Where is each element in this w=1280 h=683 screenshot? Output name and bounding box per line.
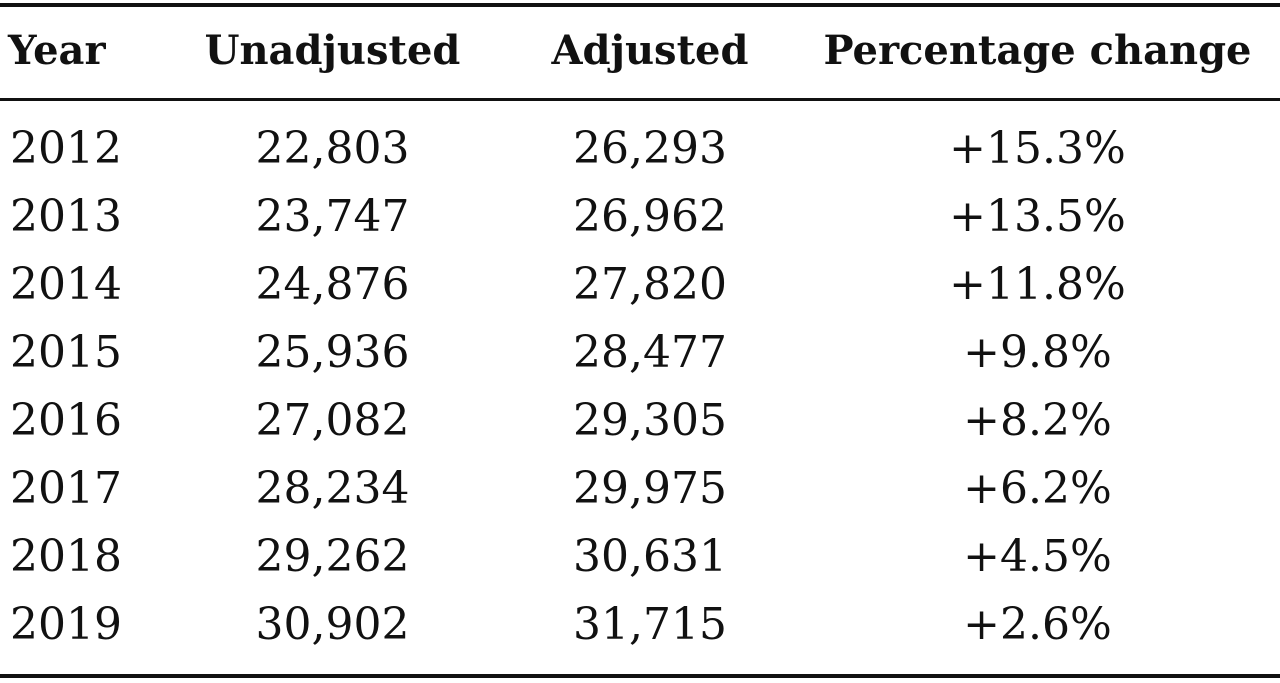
top-rule (0, 3, 1280, 7)
cell-adjusted: 31,715 (573, 598, 727, 650)
cell-adjusted: 27,820 (573, 258, 727, 310)
cell-percentage-change: +9.8% (963, 326, 1112, 378)
cell-percentage-change: +4.5% (963, 530, 1112, 582)
header-unadjusted: Unadjusted (204, 26, 461, 74)
data-table: Year Unadjusted Adjusted Percentage chan… (0, 0, 1280, 658)
table-row: 2019 30,902 31,715 +2.6% (0, 590, 1280, 658)
cell-year: 2012 (10, 122, 122, 174)
cell-unadjusted: 22,803 (255, 122, 410, 174)
cell-adjusted: 26,962 (573, 190, 727, 242)
cell-adjusted: 29,305 (573, 394, 727, 446)
cell-adjusted: 30,631 (573, 530, 727, 582)
cell-year: 2015 (10, 326, 122, 378)
header-percentage-change: Percentage change (823, 26, 1252, 74)
cell-adjusted: 28,477 (573, 326, 727, 378)
cell-year: 2016 (10, 394, 122, 446)
cell-percentage-change: +13.5% (949, 190, 1126, 242)
header-year: Year (8, 26, 106, 74)
table-row: 2013 23,747 26,962 +13.5% (0, 182, 1280, 250)
header-row: Year Unadjusted Adjusted Percentage chan… (0, 0, 1280, 100)
table-body: 2012 22,803 26,293 +15.3% 2013 23,747 26… (0, 100, 1280, 658)
cell-adjusted: 29,975 (573, 462, 727, 514)
header-adjusted: Adjusted (551, 26, 749, 74)
cell-year: 2013 (10, 190, 122, 242)
bottom-rule (0, 674, 1280, 678)
cell-unadjusted: 29,262 (255, 530, 410, 582)
table-header: Year Unadjusted Adjusted Percentage chan… (0, 0, 1280, 100)
cell-year: 2017 (10, 462, 122, 514)
table-row: 2018 29,262 30,631 +4.5% (0, 522, 1280, 590)
cell-year: 2019 (10, 598, 122, 650)
header-rule (0, 98, 1280, 101)
table-row: 2012 22,803 26,293 +15.3% (0, 100, 1280, 182)
cell-unadjusted: 28,234 (255, 462, 410, 514)
cell-unadjusted: 23,747 (255, 190, 410, 242)
cell-unadjusted: 24,876 (255, 258, 410, 310)
cell-percentage-change: +2.6% (963, 598, 1112, 650)
cell-year: 2014 (10, 258, 122, 310)
cell-adjusted: 26,293 (573, 122, 727, 174)
cell-percentage-change: +11.8% (949, 258, 1126, 310)
table-row: 2017 28,234 29,975 +6.2% (0, 454, 1280, 522)
cell-percentage-change: +6.2% (963, 462, 1112, 514)
cell-unadjusted: 27,082 (255, 394, 410, 446)
cell-unadjusted: 30,902 (255, 598, 410, 650)
table-row: 2015 25,936 28,477 +9.8% (0, 318, 1280, 386)
table-row: 2016 27,082 29,305 +8.2% (0, 386, 1280, 454)
cell-percentage-change: +8.2% (963, 394, 1112, 446)
cell-percentage-change: +15.3% (949, 122, 1126, 174)
cell-unadjusted: 25,936 (255, 326, 410, 378)
table-row: 2014 24,876 27,820 +11.8% (0, 250, 1280, 318)
cell-year: 2018 (10, 530, 122, 582)
